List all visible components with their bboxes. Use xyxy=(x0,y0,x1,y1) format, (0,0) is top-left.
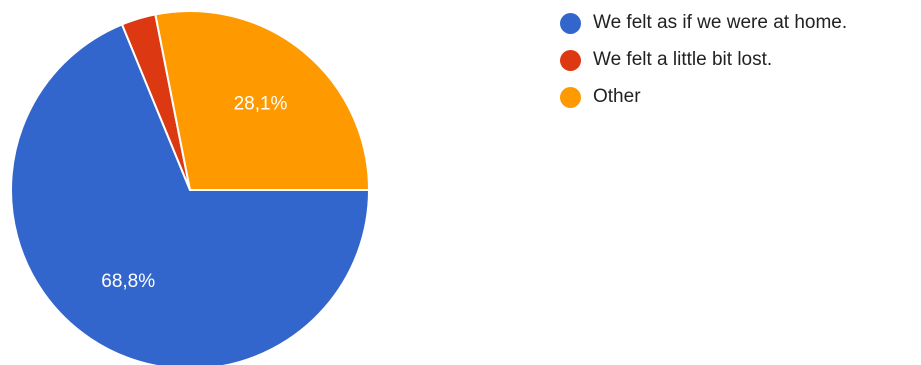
pie-slice-other[interactable] xyxy=(154,10,370,191)
pie-slice-home[interactable] xyxy=(10,23,370,365)
legend-swatch-other xyxy=(560,86,581,108)
legend-label-home: We felt as if we were at home. xyxy=(593,12,848,33)
legend-item-lost[interactable]: We felt a little bit lost. xyxy=(560,47,847,73)
legend-item-other[interactable]: Other xyxy=(560,84,847,110)
legend-swatch-home xyxy=(560,12,581,34)
chart-legend: We felt as if we were at home. We felt a… xyxy=(560,10,847,121)
legend-label-lost: We felt a little bit lost. xyxy=(593,49,773,70)
legend-item-home[interactable]: We felt as if we were at home. xyxy=(560,10,847,36)
pie-slice-label-other: 28,1% xyxy=(234,93,288,114)
legend-label-other: Other xyxy=(593,86,641,107)
legend-swatch-lost xyxy=(560,49,581,71)
pie-slice-label-home: 68,8% xyxy=(101,271,155,292)
